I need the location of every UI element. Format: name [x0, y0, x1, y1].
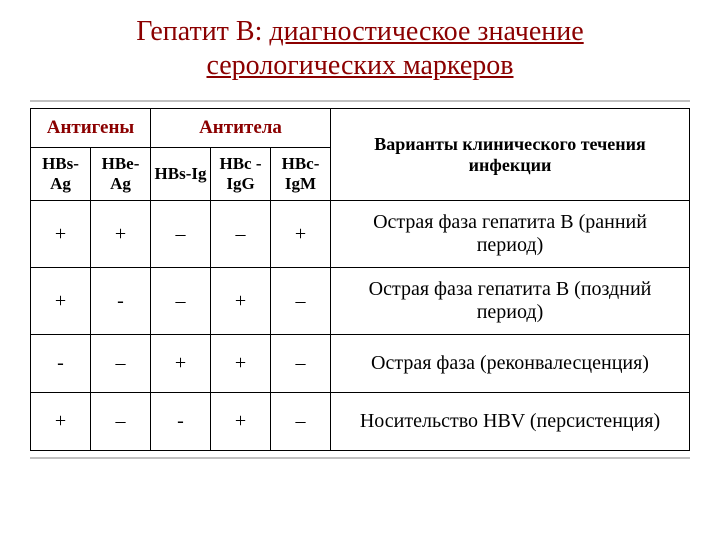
header-antibodies: Антитела [151, 109, 331, 148]
cell-marker: – [91, 335, 151, 393]
cell-marker: – [151, 268, 211, 335]
cell-marker: + [91, 201, 151, 268]
table-row: + – - + – Носительство HBV (персистенция… [31, 393, 690, 451]
subheader-hbeag: HBe-Ag [91, 148, 151, 201]
cell-marker: – [271, 335, 331, 393]
cell-marker: – [211, 201, 271, 268]
header-antigens: Антигены [31, 109, 151, 148]
cell-description: Острая фаза гепатита В (поздний период) [331, 268, 690, 335]
cell-marker: + [31, 268, 91, 335]
table-row: + - – + – Острая фаза гепатита В (поздни… [31, 268, 690, 335]
title-prefix: Гепатит В: [136, 16, 262, 47]
subheader-hbcigm: HBc-IgM [271, 148, 331, 201]
cell-marker: – [271, 393, 331, 451]
header-variants: Варианты клинического течения инфекции [331, 109, 690, 201]
cell-description: Носительство HBV (персистенция) [331, 393, 690, 451]
table-row: - – + + – Острая фаза (реконвалесценция) [31, 335, 690, 393]
serology-table: Антигены Антитела Варианты клинического … [30, 108, 690, 451]
slide-title: Гепатит В: диагностическое значение серо… [30, 15, 690, 82]
table-row: + + – – + Острая фаза гепатита В (ранний… [31, 201, 690, 268]
cell-marker: – [151, 201, 211, 268]
title-part2: серологических маркеров [206, 50, 513, 81]
cell-marker: + [31, 201, 91, 268]
cell-marker: + [31, 393, 91, 451]
cell-marker: - [31, 335, 91, 393]
cell-description: Острая фаза гепатита В (ранний период) [331, 201, 690, 268]
cell-description: Острая фаза (реконвалесценция) [331, 335, 690, 393]
cell-marker: + [211, 335, 271, 393]
cell-marker: – [271, 268, 331, 335]
subheader-hbcigg: HBc -IgG [211, 148, 271, 201]
cell-marker: - [91, 268, 151, 335]
table-container: Антигены Антитела Варианты клинического … [30, 100, 690, 459]
subheader-hbsag: HBs-Ag [31, 148, 91, 201]
cell-marker: + [151, 335, 211, 393]
subheader-hbsig: HBs-Ig [151, 148, 211, 201]
cell-marker: - [151, 393, 211, 451]
cell-marker: + [211, 393, 271, 451]
cell-marker: + [271, 201, 331, 268]
cell-marker: + [211, 268, 271, 335]
title-part1: диагностическое значение [269, 16, 583, 47]
header-row-1: Антигены Антитела Варианты клинического … [31, 109, 690, 148]
cell-marker: – [91, 393, 151, 451]
